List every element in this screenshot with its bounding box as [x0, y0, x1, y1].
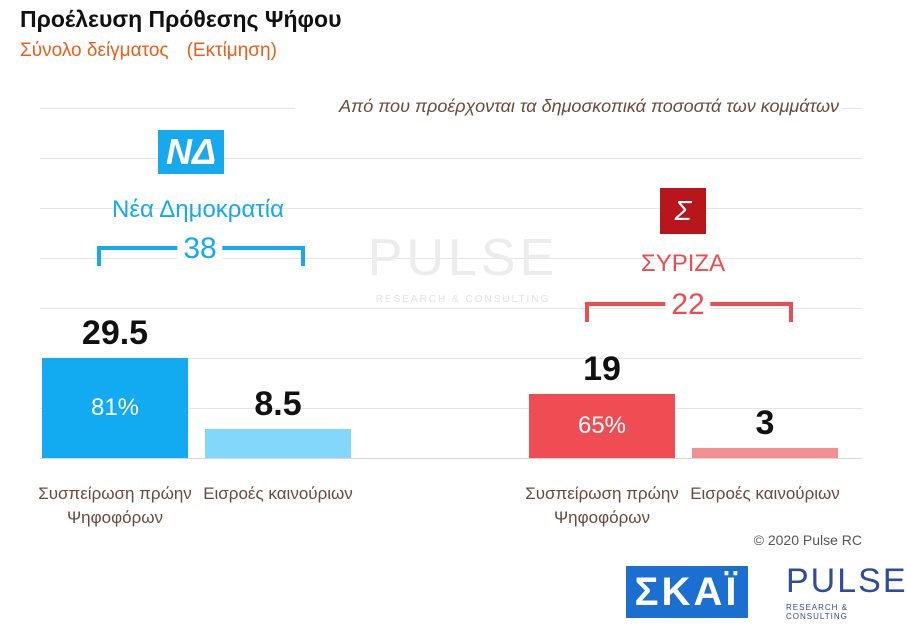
- subtitle-text: Σύνολο δείγματος: [20, 40, 169, 61]
- baseline: [40, 458, 862, 459]
- annotation: Από που προέρχονται τα δημοσκοπικά ποσοσ…: [339, 96, 839, 116]
- value-label: 29.5: [81, 313, 149, 352]
- grid-line: [40, 158, 862, 159]
- grid-line: [40, 358, 862, 359]
- total-label: 22: [665, 288, 711, 322]
- party-name: ΣΥΡΙΖΑ: [640, 250, 726, 277]
- pulse-tagline: RESEARCH & CONSULTING: [786, 603, 849, 621]
- category-label: Εισροές καινούριων: [203, 484, 353, 503]
- value-label: 19: [583, 349, 621, 388]
- watermark-tagline: RESEARCH & CONSULTING: [375, 294, 551, 305]
- skai-logo: ΣΚΑΪ: [626, 566, 748, 618]
- value-label: 3: [755, 403, 775, 442]
- grid-line: [40, 108, 295, 109]
- total-label: 38: [177, 232, 223, 266]
- pulse-logo: PULSE: [786, 562, 907, 600]
- value-label: 8.5: [254, 385, 302, 424]
- watermark: PULSE: [367, 229, 559, 287]
- grid-line: [40, 208, 862, 209]
- grid-line: [842, 108, 862, 109]
- bar: [42, 357, 188, 458]
- copyright: © 2020 Pulse RC: [753, 532, 862, 548]
- grid-line: [40, 308, 862, 309]
- party-name: Νέα Δημοκρατία: [111, 196, 285, 223]
- bar: [205, 429, 351, 458]
- share-label: 65%: [577, 411, 627, 439]
- title: Προέλευση Πρόθεσης Ψήφου: [20, 6, 342, 32]
- grid-line: [40, 258, 862, 259]
- share-label: 81%: [90, 393, 140, 421]
- subtitle-note: (Εκτίμηση): [186, 40, 277, 61]
- bar: [529, 393, 675, 458]
- party-logo: ΝΔ: [158, 130, 225, 174]
- party-logo: Σ: [660, 188, 706, 234]
- category-label: Εισροές καινούριων: [690, 484, 840, 503]
- category-label: Συσπείρωση πρώην Ψηφοφόρων: [525, 484, 679, 527]
- category-label: Συσπείρωση πρώην Ψηφοφόρων: [38, 484, 192, 527]
- subtitle: Σύνολο δείγματος (Εκτίμηση): [20, 40, 277, 62]
- bar: [692, 447, 838, 458]
- grid-line: [40, 408, 862, 409]
